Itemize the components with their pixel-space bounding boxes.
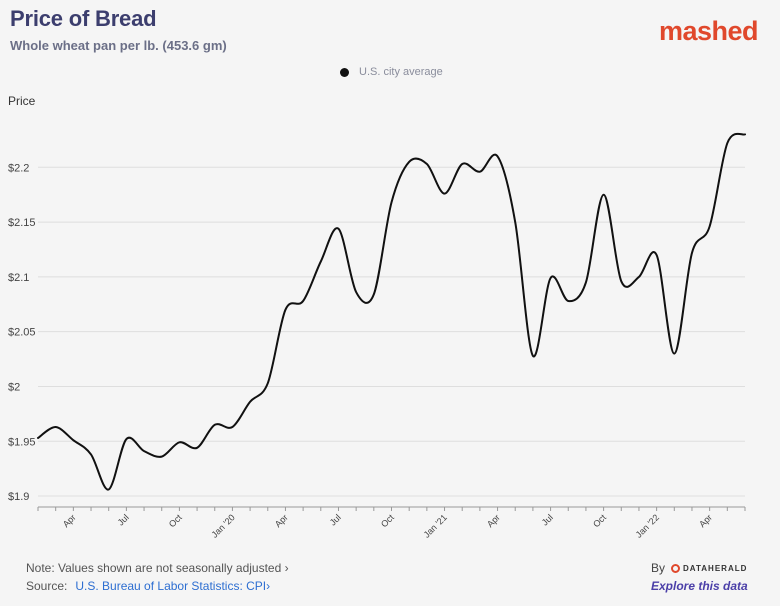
dataherald-mark-icon (671, 563, 681, 573)
attribution: By DATAHERALD (651, 561, 747, 575)
by-label: By (651, 561, 666, 575)
y-tick-label: $1.95 (8, 436, 36, 448)
legend-dot-icon (340, 67, 349, 77)
x-tick-label: Oct (167, 512, 184, 529)
y-tick-label: $2 (8, 381, 20, 393)
x-tick-label: Apr (697, 512, 714, 529)
footer-source: Source: U.S. Bureau of Labor Statistics: … (26, 579, 270, 593)
x-axis: Apr Jul Oct Jan '20 Apr Jul Oct Jan '21 Apr Jul Oc… (37, 507, 746, 540)
y-tick-label: $2.1 (8, 272, 29, 284)
dataherald-wordmark: DATAHERALD (683, 563, 748, 573)
x-tick-label: Jul (540, 512, 555, 527)
gridlines (38, 166, 745, 497)
source-label: Source: (26, 579, 68, 593)
legend-entry[interactable]: U.S. city average (359, 66, 443, 78)
chart-subtitle: Whole wheat pan per lb. (453.6 gm) (10, 38, 227, 53)
x-tick-label: Jan '22 (634, 512, 661, 539)
x-tick-label: Apr (61, 512, 78, 529)
y-tick-label: $2.2 (8, 162, 29, 174)
y-axis-label: Price (8, 94, 36, 108)
y-tick-label: $2.05 (8, 327, 36, 339)
x-tick-label: Jan '20 (209, 512, 236, 539)
brand-logo[interactable]: mashed (658, 16, 759, 46)
footer-note[interactable]: Note: Values shown are not seasonally ad… (26, 561, 289, 575)
chart-title: Price of Bread (10, 6, 157, 31)
x-tick-label: Oct (379, 512, 396, 529)
x-tick-label: Apr (485, 512, 502, 529)
explore-data-link[interactable]: Explore this data (651, 579, 748, 593)
x-tick-label: Jul (328, 512, 343, 527)
y-tick-label: $2.15 (8, 217, 36, 229)
y-tick-label: $1.9 (8, 491, 29, 503)
x-tick-label: Jul (116, 512, 131, 527)
x-tick-label: Oct (591, 512, 608, 529)
dataherald-logo[interactable]: DATAHERALD (671, 563, 748, 573)
x-tick-label: Apr (273, 512, 290, 529)
line-chart: $1.9 $1.95 $2 $2.05 $2.1 $2.15 $2.2 Apr Jul Oct J… (8, 132, 746, 540)
source-link[interactable]: U.S. Bureau of Labor Statistics: CPI› (75, 579, 271, 593)
y-axis: $1.9 $1.95 $2 $2.05 $2.1 $2.15 $2.2 (8, 162, 36, 503)
series-line-us-city-average[interactable] (37, 132, 746, 491)
legend[interactable]: U.S. city average (340, 66, 443, 78)
x-tick-label: Jan '21 (422, 512, 449, 539)
